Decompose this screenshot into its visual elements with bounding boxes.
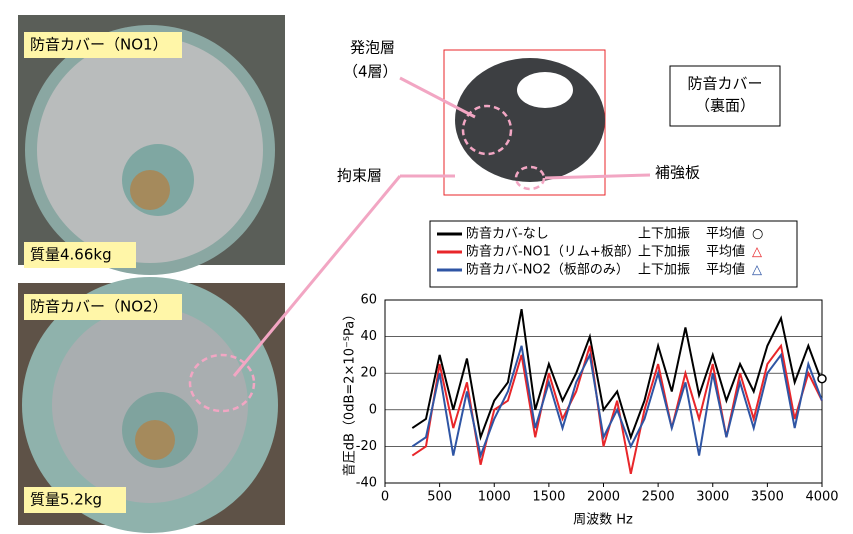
chart: -40 -20 0 20 40 60 0 500 1000 1500 2000 2500 3000 350… bbox=[356, 293, 839, 505]
legend-label: 防音カバ-NO2（板部のみ） bbox=[466, 262, 629, 278]
y-axis-label: 音圧dB（0dB=2×10⁻⁵Pa） bbox=[342, 308, 358, 477]
y-tick-label: 60 bbox=[360, 293, 377, 308]
annotation: 拘束層 bbox=[337, 167, 382, 185]
y-tick-label: 20 bbox=[360, 366, 377, 381]
legend-marker: ○ bbox=[752, 227, 763, 242]
legend-excitation: 上下加振 bbox=[638, 245, 690, 260]
annotation: （4層） bbox=[343, 63, 398, 81]
photo-shaft bbox=[130, 170, 170, 210]
x-tick-label: 3500 bbox=[751, 490, 784, 505]
legend-marker: △ bbox=[752, 245, 762, 260]
y-tick-label: 40 bbox=[360, 329, 377, 344]
x-tick-label: 1000 bbox=[478, 490, 511, 505]
photo-shaft bbox=[135, 420, 175, 460]
photo-hole bbox=[517, 72, 573, 108]
plot-area bbox=[385, 300, 822, 483]
photo-label: 防音カバー（NO1） bbox=[30, 36, 168, 54]
legend-average: 平均値 bbox=[706, 226, 745, 242]
legend-average: 平均値 bbox=[706, 244, 745, 260]
legend-label: 防音カバ-なし bbox=[466, 226, 549, 242]
photo-label: 防音カバー（NO2） bbox=[30, 298, 168, 316]
x-tick-label: 2000 bbox=[587, 490, 620, 505]
y-tick-label: -40 bbox=[356, 476, 377, 491]
x-tick-label: 2500 bbox=[642, 490, 675, 505]
legend-excitation: 上下加振 bbox=[638, 263, 690, 278]
x-tick-label: 4000 bbox=[805, 490, 838, 505]
legend-excitation: 上下加振 bbox=[638, 227, 690, 242]
x-tick-label: 0 bbox=[381, 490, 389, 505]
x-axis-label: 周波数 Hz bbox=[573, 513, 633, 528]
annotation: 補強板 bbox=[655, 164, 700, 182]
annotation: 防音カバー bbox=[687, 75, 762, 93]
legend-average: 平均値 bbox=[706, 262, 745, 278]
y-tick-label: -20 bbox=[356, 439, 377, 454]
photo-mass: 質量5.2kg bbox=[30, 491, 102, 509]
legend-marker: △ bbox=[752, 263, 762, 278]
photo-mass: 質量4.66kg bbox=[30, 246, 112, 264]
x-tick-label: 3000 bbox=[696, 490, 729, 505]
legend-label: 防音カバ-NO1（リム+板部） bbox=[466, 244, 640, 260]
average-marker bbox=[818, 375, 826, 383]
figure: 防音カバー（NO1） 質量4.66kg 防音カバー（NO2） 質量5.2kg 発… bbox=[0, 0, 853, 534]
annotation: （裏面） bbox=[695, 97, 755, 115]
x-tick-label: 1500 bbox=[532, 490, 565, 505]
x-tick-label: 500 bbox=[427, 490, 452, 505]
y-tick-label: 0 bbox=[369, 402, 377, 417]
annotation: 発泡層 bbox=[350, 39, 395, 57]
